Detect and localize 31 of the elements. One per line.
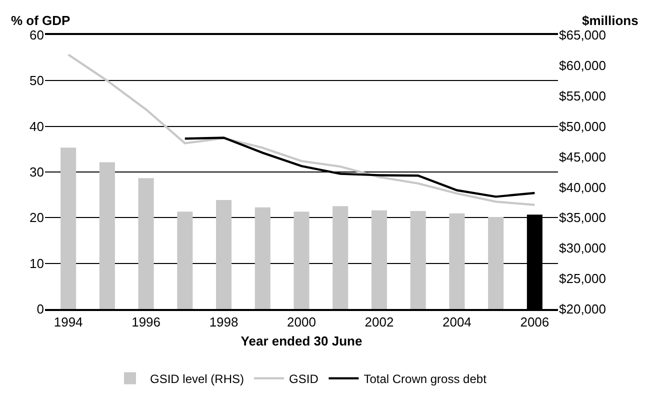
y2-tick-label: $65,000 <box>559 28 606 43</box>
y2-tick-label: $40,000 <box>559 180 606 195</box>
x-tick-label: 2002 <box>364 314 394 330</box>
y2-tick-label: $50,000 <box>559 118 606 134</box>
y-tick-label: 30 <box>30 164 44 180</box>
line-series <box>67 54 536 206</box>
legend-label: GSID level (RHS) <box>150 372 244 386</box>
y-tick-label: 60 <box>30 28 44 43</box>
x-tick-label: 1994 <box>54 314 83 330</box>
y2-tick-label: $55,000 <box>559 88 606 104</box>
y-tick-label: 40 <box>30 118 44 134</box>
y-axis-title: % of GDP <box>11 13 71 28</box>
y2-tick-label: $30,000 <box>559 240 606 256</box>
y2-tick-label: $45,000 <box>559 149 606 164</box>
legend-label: GSID <box>289 372 319 386</box>
y-tick-label: 0 <box>36 302 44 317</box>
x-tick-label: 1998 <box>209 314 238 330</box>
y-tick-label: 10 <box>30 256 44 271</box>
x-tick-label: 2004 <box>442 314 472 330</box>
y2-tick-label: $35,000 <box>559 210 606 226</box>
y2-tick-label: $25,000 <box>559 271 606 286</box>
y2-tick-label: $20,000 <box>559 302 606 317</box>
x-tick-label: 1996 <box>132 314 161 330</box>
y-tick-label: 50 <box>30 73 44 88</box>
y-tick-label: 20 <box>30 210 44 226</box>
y2-tick-label: $60,000 <box>559 58 606 73</box>
x-tick-label: 2000 <box>287 314 316 330</box>
y2-axis-title: $millions <box>582 13 638 28</box>
legend-label: Total Crown gross debt <box>364 372 488 386</box>
x-tick-label: 2006 <box>520 314 550 330</box>
x-axis-title: Year ended 30 June <box>240 333 362 348</box>
